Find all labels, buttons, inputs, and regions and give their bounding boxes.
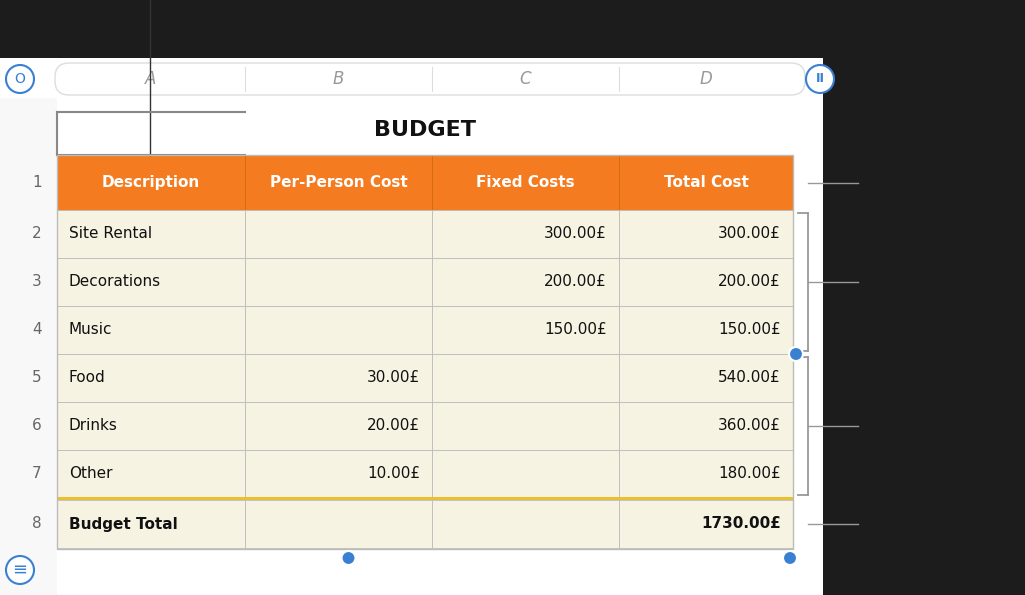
Text: 8: 8 [32, 516, 42, 531]
Bar [619, 306, 793, 354]
Text: D: D [700, 70, 712, 88]
Bar [245, 258, 432, 306]
Text: B: B [333, 70, 344, 88]
Bar [245, 354, 432, 402]
Bar [57, 450, 245, 498]
Text: Food: Food [69, 371, 106, 386]
Text: 10.00£: 10.00£ [367, 466, 420, 481]
Bar [57, 258, 245, 306]
Bar [57, 210, 245, 258]
Circle shape [6, 65, 34, 93]
Text: Budget Total: Budget Total [69, 516, 177, 531]
Circle shape [6, 556, 34, 584]
Bar [245, 500, 432, 548]
Text: 360.00£: 360.00£ [718, 418, 781, 434]
Text: 4: 4 [32, 322, 42, 337]
Bar [432, 402, 619, 450]
Text: 540.00£: 540.00£ [719, 371, 781, 386]
Bar [245, 155, 432, 210]
Text: Other: Other [69, 466, 113, 481]
Text: BUDGET: BUDGET [374, 120, 476, 140]
Bar [0, 58, 823, 595]
Text: 1730.00£: 1730.00£ [701, 516, 781, 531]
Text: 300.00£: 300.00£ [719, 227, 781, 242]
Text: 200.00£: 200.00£ [719, 274, 781, 290]
Bar [245, 306, 432, 354]
Bar [619, 354, 793, 402]
Bar [57, 402, 245, 450]
Bar [245, 210, 432, 258]
Text: II: II [816, 73, 824, 86]
Text: Total Cost: Total Cost [663, 175, 748, 190]
Text: Per-Person Cost: Per-Person Cost [270, 175, 407, 190]
Bar [57, 497, 793, 500]
Text: Fixed Costs: Fixed Costs [477, 175, 575, 190]
Bar [432, 210, 619, 258]
Text: 200.00£: 200.00£ [544, 274, 607, 290]
Text: Music: Music [69, 322, 113, 337]
FancyBboxPatch shape [55, 63, 805, 95]
Text: C: C [520, 70, 531, 88]
Text: 20.00£: 20.00£ [367, 418, 420, 434]
Bar [619, 500, 793, 548]
Text: O: O [14, 72, 26, 86]
Bar [619, 450, 793, 498]
Text: Drinks: Drinks [69, 418, 118, 434]
Bar [245, 402, 432, 450]
Bar [619, 210, 793, 258]
Bar [57, 155, 793, 549]
Bar [245, 450, 432, 498]
Bar [57, 306, 245, 354]
Text: Decorations: Decorations [69, 274, 161, 290]
Circle shape [783, 551, 797, 565]
Bar [619, 402, 793, 450]
Text: 7: 7 [32, 466, 42, 481]
Bar [432, 155, 619, 210]
Text: ≡: ≡ [12, 561, 28, 579]
Bar [432, 258, 619, 306]
Text: 300.00£: 300.00£ [544, 227, 607, 242]
Bar [432, 450, 619, 498]
Text: A: A [146, 70, 157, 88]
Bar [432, 354, 619, 402]
Bar [619, 258, 793, 306]
Text: 3: 3 [32, 274, 42, 290]
Text: Description: Description [101, 175, 200, 190]
Circle shape [806, 65, 834, 93]
Text: 180.00£: 180.00£ [719, 466, 781, 481]
Text: 6: 6 [32, 418, 42, 434]
Bar [57, 500, 245, 548]
Bar [619, 155, 793, 210]
Text: Site Rental: Site Rental [69, 227, 152, 242]
Circle shape [341, 551, 356, 565]
Text: 150.00£: 150.00£ [544, 322, 607, 337]
Circle shape [789, 347, 803, 361]
Bar [432, 500, 619, 548]
Text: 150.00£: 150.00£ [719, 322, 781, 337]
Bar [57, 354, 245, 402]
Bar [57, 155, 245, 210]
Bar [432, 306, 619, 354]
Text: 30.00£: 30.00£ [367, 371, 420, 386]
Text: 2: 2 [32, 227, 42, 242]
Text: 5: 5 [32, 371, 42, 386]
Bar [0, 98, 57, 595]
Text: 1: 1 [32, 175, 42, 190]
